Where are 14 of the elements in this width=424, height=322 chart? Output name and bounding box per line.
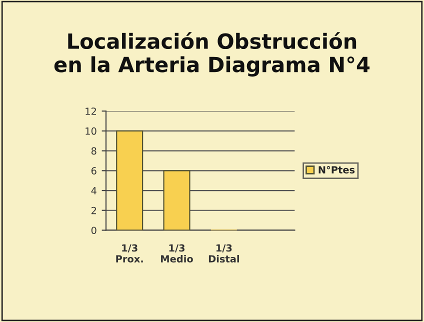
y-tick-label: 4 xyxy=(91,187,96,194)
legend-label: N°Ptes xyxy=(318,166,355,174)
chart-title: Localización Obstrucción en la Arteria Diagrama N°4 xyxy=(54,32,370,77)
bar xyxy=(116,130,144,230)
x-tick-label: 1/3 Medio xyxy=(161,244,193,263)
y-tick-label: 10 xyxy=(86,127,96,135)
y-tick-label: 12 xyxy=(86,108,96,115)
x-tick-label: 1/3 Prox. xyxy=(116,244,143,263)
y-tick-label: 8 xyxy=(91,147,96,155)
y-tick-label: 0 xyxy=(91,226,96,234)
y-tick-label: 2 xyxy=(92,206,96,214)
x-tick-label: 1/3 Distal xyxy=(208,244,239,263)
y-tick-label: 6 xyxy=(91,167,96,174)
bar xyxy=(163,170,190,230)
